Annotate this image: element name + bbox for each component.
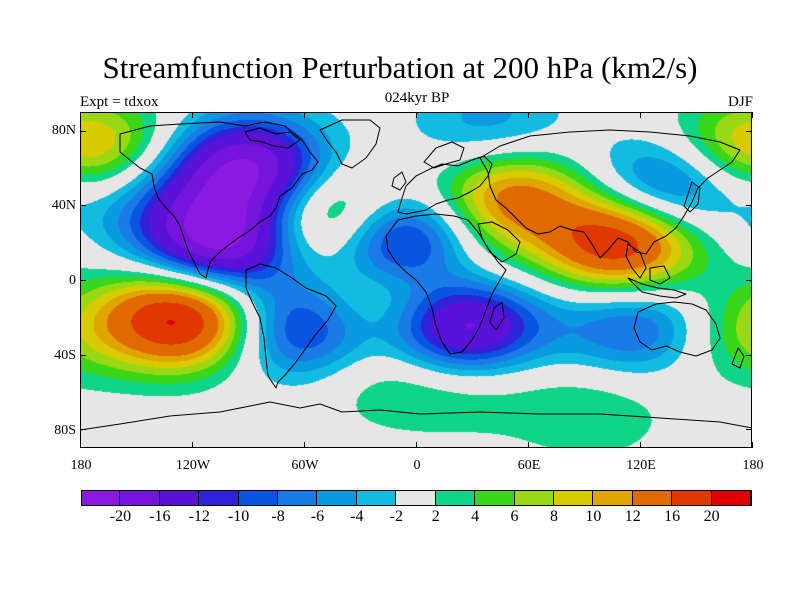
coast-south-america [245,263,337,389]
colorbar-label: -6 [310,508,325,525]
colorbar-label: 10 [585,508,602,525]
coast-new-zealand [731,347,745,369]
x-tickmark [640,442,641,448]
coast-uk [391,171,407,191]
colorbar-label: 20 [703,508,720,525]
colorbar-label: -16 [149,508,171,525]
y-tick-label: 80N [51,123,76,138]
colorbar-label: -8 [271,508,285,525]
colorbar-label: 6 [510,508,519,525]
colorbar-label: 8 [549,508,558,525]
experiment-label: Expt = tdxox [80,94,159,110]
x-tick-label: 60E [517,458,541,473]
x-tickmark [192,442,193,448]
colorbar-label: -12 [188,508,210,525]
colorbar-label: -20 [109,508,132,525]
x-tickmark [528,112,529,118]
coastlines [80,119,752,431]
colorbar-swatch [120,490,160,505]
x-tickmark [304,442,305,448]
y-tickmark [746,205,752,207]
x-tick-label: 180 [70,458,92,473]
coast-madagascar [489,301,505,331]
x-tickmark [192,112,193,118]
colorbar [81,490,751,505]
coast-indonesia [627,277,687,299]
colorbar-swatch [238,490,279,505]
y-tick-label: 0 [69,273,76,288]
x-tickmark [80,442,81,448]
colorbar-label: 16 [664,508,681,525]
x-tickmark [80,112,81,118]
y-tickmark [80,354,86,356]
y-tickmark [80,130,86,132]
map-plot [80,112,752,448]
colorbar-swatch [317,490,357,505]
y-tickmark [80,280,86,281]
colorbar-swatch [672,490,712,505]
y-tickmark [746,130,752,132]
coast-borneo [649,265,671,285]
colorbar-frame [81,490,752,506]
x-tickmark [528,442,529,448]
coast-japan [683,181,701,213]
coast-australia [633,301,721,357]
coast-africa [385,213,507,355]
x-tick-label: 0 [413,458,421,473]
map-frame [80,112,752,448]
colorbar-label: -10 [227,508,250,525]
x-tickmark [640,112,641,118]
x-tick-label: 180 [742,458,764,473]
coast-asia [479,129,741,259]
colorbar-swatch [159,490,200,505]
colorbar-swatch [356,490,397,505]
colorbar-label: 12 [624,508,641,525]
y-tickmark [746,429,752,431]
chart-title: Streamfunction Perturbation at 200 hPa (… [102,50,698,85]
coast-north-america [119,121,319,279]
colorbar-label: -4 [350,508,364,525]
chart-subtitle: 024kyr BP [384,90,450,106]
colorbar-swatch [632,490,673,505]
colorbar-swatch [199,490,239,505]
coast-antarctica [80,401,752,431]
colorbar-label: -2 [389,508,403,525]
colorbar-swatch [593,490,633,505]
colorbar-label: 4 [471,508,480,525]
y-tickmark [746,354,752,356]
coast-europe [397,155,493,215]
y-tick-label: 80S [54,423,76,438]
y-tick-label: 40N [51,198,76,213]
x-tickmark [304,112,305,118]
coast-scandinavia [423,141,465,169]
coast-arabia [477,221,521,263]
colorbar-swatch [81,490,121,505]
colorbar-swatch [475,490,515,505]
x-tick-label: 60W [291,458,319,473]
x-tickmark [752,112,753,118]
colorbar-label: 2 [431,508,440,525]
coast-arctic-islands [244,127,301,149]
colorbar-swatch [711,490,751,505]
y-tick-label: 40S [54,348,76,363]
x-tickmark [752,442,753,448]
y-tickmark [80,205,86,207]
y-tickmark [746,280,752,281]
x-tick-label: 120W [175,458,211,473]
x-tickmark [416,112,417,118]
colorbar-swatch [396,490,436,505]
colorbar-swatch [553,490,594,505]
colorbar-swatch [278,490,318,505]
season-label: DJF [727,94,753,110]
colorbar-swatch [435,490,476,505]
coast-southeast-asia [625,243,647,279]
coast-greenland [319,119,381,169]
x-tickmark [416,442,417,448]
y-tickmark [80,429,86,431]
x-tick-label: 120E [626,458,656,473]
colorbar-swatch [514,490,554,505]
